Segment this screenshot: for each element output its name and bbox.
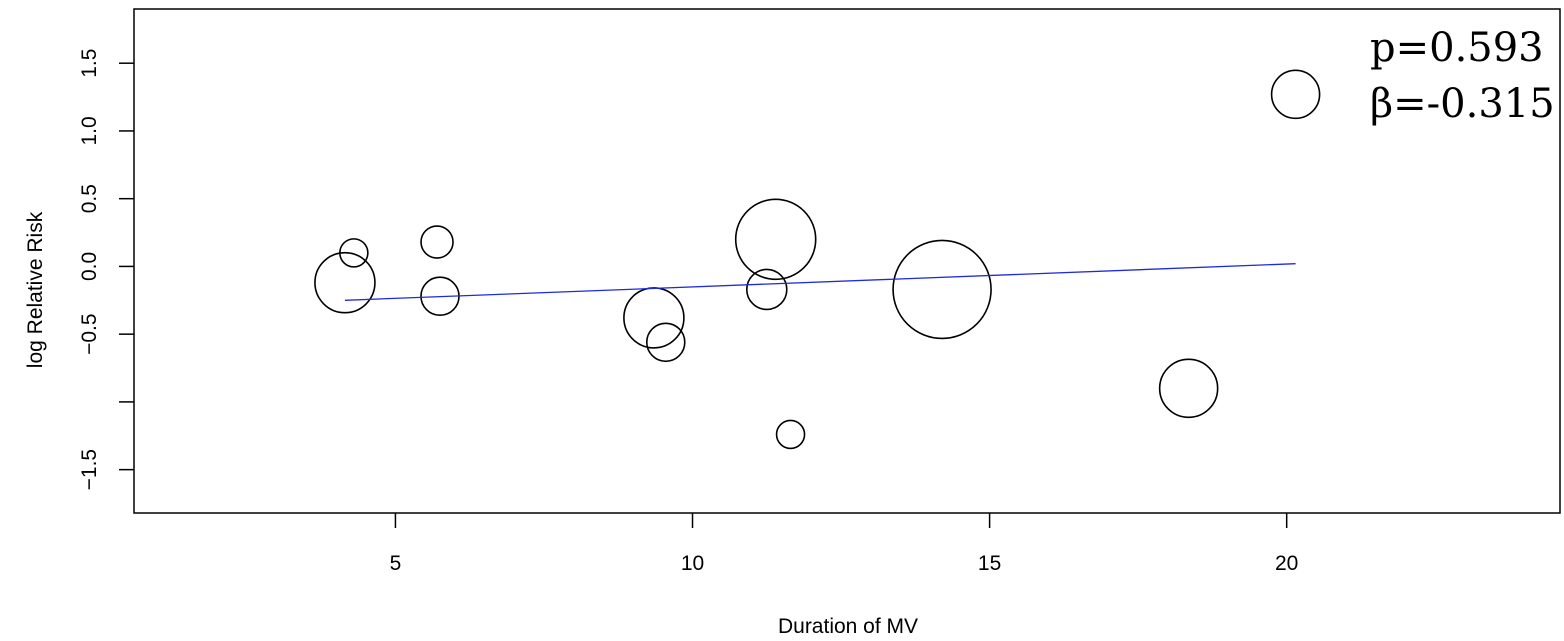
y-tick-label-0: −1.5 [78, 449, 101, 490]
y-axis: −1.5 −0.5 0.0 0.5 1.0 1.5 [78, 49, 134, 490]
data-point-9 [775, 419, 806, 450]
data-point-5 [623, 287, 685, 349]
p-value-annotation: p=0.593 [1370, 25, 1544, 71]
data-point-12 [1270, 69, 1321, 120]
data-points [314, 69, 1321, 450]
x-axis: 5 10 15 20 [390, 513, 1298, 575]
data-point-6 [645, 322, 686, 363]
data-point-11 [1158, 358, 1219, 419]
x-tick-label-20: 20 [1275, 552, 1298, 575]
x-tick-label-15: 15 [978, 552, 1001, 575]
y-tick-label-6: 1.5 [78, 49, 101, 78]
data-point-3 [420, 225, 454, 259]
beta-annotation: β=-0.315 [1370, 81, 1555, 127]
y-tick-label-3: 0.0 [78, 252, 101, 281]
y-tick-label-4: 0.5 [78, 184, 101, 213]
y-tick-label-2: −0.5 [78, 313, 101, 354]
data-point-7 [745, 268, 788, 311]
x-tick-label-10: 10 [681, 552, 704, 575]
data-point-1 [314, 251, 376, 314]
data-point-2 [339, 238, 369, 268]
data-point-10 [892, 239, 992, 340]
data-point-8 [734, 198, 817, 281]
y-tick-label-5: 1.0 [78, 116, 101, 145]
y-axis-label: log Relative Risk [24, 211, 47, 368]
plot-area [133, 8, 1561, 514]
x-tick-label-5: 5 [390, 552, 402, 575]
regression-line [344, 263, 1296, 301]
x-axis-label: Duration of MV [778, 615, 918, 638]
